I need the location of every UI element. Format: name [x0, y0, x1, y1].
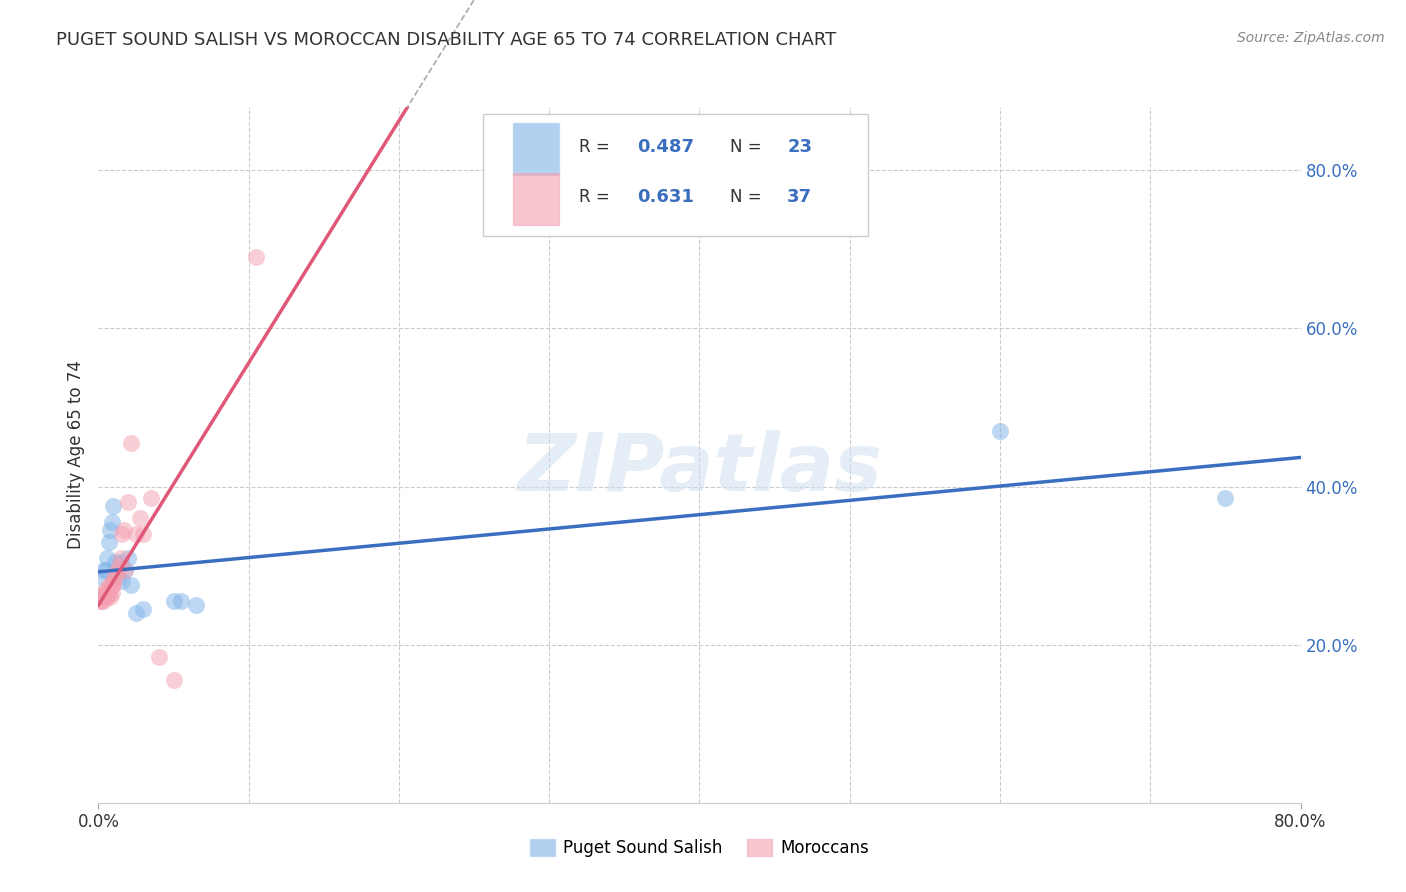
Point: [97, 534, 120, 549]
Point: [114, 563, 136, 577]
Text: Source: ZipAtlas.com: Source: ZipAtlas.com: [1237, 31, 1385, 45]
Text: N =: N =: [730, 188, 761, 206]
Point: [988, 424, 1011, 438]
Point: [103, 574, 125, 589]
Point: [96, 591, 118, 605]
Point: [121, 436, 143, 450]
Point: [90, 594, 112, 608]
Text: ZIPatlas: ZIPatlas: [517, 430, 882, 508]
Text: 0.487: 0.487: [637, 138, 695, 156]
Point: [101, 578, 124, 592]
Point: [93, 586, 115, 600]
Point: [104, 570, 127, 584]
Point: [111, 574, 134, 589]
Point: [184, 598, 207, 612]
Point: [101, 515, 124, 529]
Point: [110, 555, 132, 569]
Text: PUGET SOUND SALISH VS MOROCCAN DISABILITY AGE 65 TO 74 CORRELATION CHART: PUGET SOUND SALISH VS MOROCCAN DISABILIT…: [56, 31, 837, 49]
Point: [162, 594, 184, 608]
Point: [139, 491, 162, 506]
Point: [107, 563, 129, 577]
Point: [129, 511, 152, 525]
Point: [103, 500, 125, 514]
Point: [94, 563, 117, 577]
Point: [90, 591, 112, 605]
Point: [148, 649, 170, 664]
Point: [125, 606, 148, 620]
Point: [100, 523, 122, 537]
Point: [108, 558, 131, 573]
Text: 0.631: 0.631: [637, 188, 693, 206]
Point: [117, 550, 139, 565]
Point: [132, 527, 155, 541]
Point: [94, 586, 117, 600]
Point: [94, 591, 117, 605]
Point: [96, 586, 118, 600]
Point: [91, 594, 114, 608]
Point: [110, 550, 132, 565]
Text: 23: 23: [787, 138, 813, 156]
Point: [107, 570, 129, 584]
Text: N =: N =: [730, 138, 761, 156]
Point: [132, 602, 155, 616]
Point: [97, 586, 120, 600]
Point: [170, 594, 193, 608]
Point: [101, 586, 124, 600]
Text: R =: R =: [579, 188, 610, 206]
Point: [125, 527, 148, 541]
Point: [93, 591, 115, 605]
Text: 37: 37: [787, 188, 813, 206]
Point: [103, 578, 125, 592]
Point: [94, 582, 117, 597]
Point: [114, 563, 136, 577]
Point: [111, 527, 134, 541]
Point: [90, 570, 112, 584]
Point: [245, 250, 267, 264]
Point: [121, 578, 143, 592]
Text: R =: R =: [579, 138, 610, 156]
FancyBboxPatch shape: [484, 114, 868, 235]
Point: [89, 594, 111, 608]
Point: [91, 591, 114, 605]
Point: [100, 591, 122, 605]
Point: [162, 673, 184, 688]
Point: [112, 523, 135, 537]
Point: [105, 566, 128, 581]
Point: [100, 578, 122, 592]
Point: [104, 555, 127, 569]
FancyBboxPatch shape: [513, 173, 558, 226]
Legend: Puget Sound Salish, Moroccans: Puget Sound Salish, Moroccans: [523, 832, 876, 864]
FancyBboxPatch shape: [513, 123, 558, 175]
Point: [97, 582, 120, 597]
Y-axis label: Disability Age 65 to 74: Disability Age 65 to 74: [66, 360, 84, 549]
Point: [105, 566, 128, 581]
Point: [96, 550, 118, 565]
Point: [93, 563, 115, 577]
Point: [117, 495, 139, 509]
Point: [1215, 491, 1237, 506]
